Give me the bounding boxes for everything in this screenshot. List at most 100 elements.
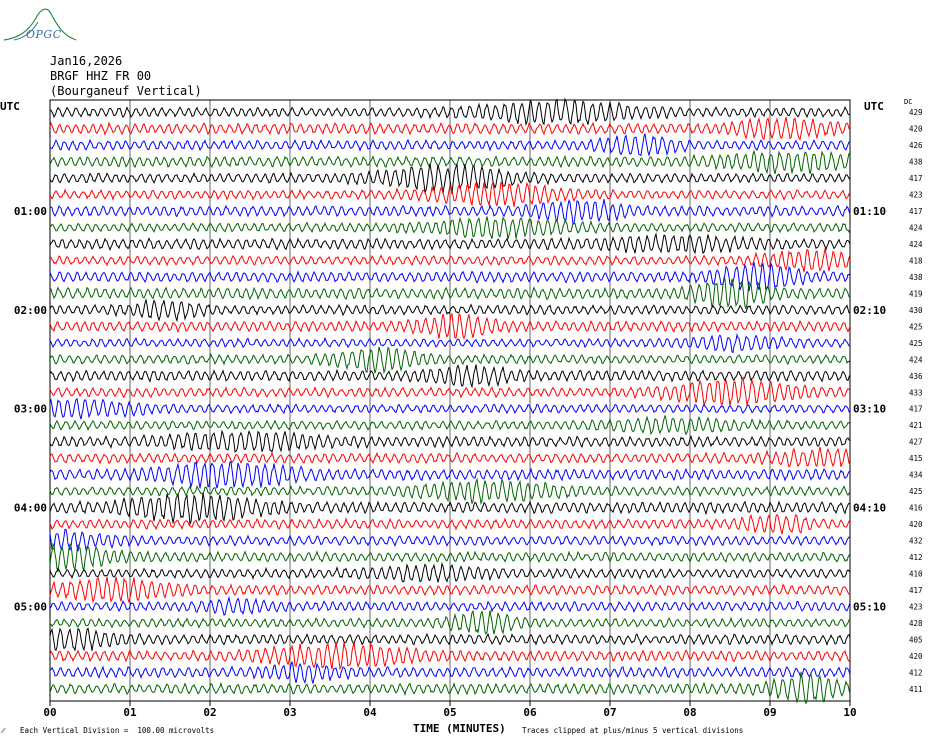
dc-offset-label: 421 xyxy=(909,421,923,430)
dc-offset-label: 412 xyxy=(909,668,923,677)
logo-arc-inner xyxy=(13,21,39,41)
dc-offset-label: 438 xyxy=(909,158,923,167)
x-tick-label: 05 xyxy=(443,706,456,719)
left-hour-label: 03:00 xyxy=(14,403,47,416)
logo-text: OPGC xyxy=(26,28,62,41)
dc-offset-label: 433 xyxy=(909,388,923,397)
seismic-trace xyxy=(49,642,851,671)
dc-offset-label: 425 xyxy=(909,487,923,496)
header-location: (Bourganeuf Vertical) xyxy=(50,84,202,98)
seismic-trace xyxy=(49,609,851,635)
dc-offset-label: 415 xyxy=(909,454,923,463)
seismic-trace xyxy=(49,513,851,535)
x-tick-label: 09 xyxy=(763,706,776,719)
left-hour-label: 02:00 xyxy=(14,304,47,317)
seismic-trace xyxy=(49,180,851,208)
seismic-trace xyxy=(49,397,851,420)
seismic-trace xyxy=(49,298,851,323)
x-tick-label: 07 xyxy=(603,706,616,719)
dc-offset-label: 429 xyxy=(909,108,923,117)
opgc-logo xyxy=(3,8,77,41)
dc-offset-label: 426 xyxy=(909,141,923,150)
seismic-trace xyxy=(49,493,851,526)
seismic-trace xyxy=(49,97,851,127)
dc-offset-label: 417 xyxy=(909,174,923,183)
dc-offset-label: 425 xyxy=(909,322,923,331)
left-hour-label: 05:00 xyxy=(14,600,47,613)
seismic-trace xyxy=(49,275,851,311)
seismic-trace xyxy=(49,429,851,454)
seismic-trace xyxy=(49,595,851,616)
dc-offset-label: 417 xyxy=(909,405,923,414)
dc-label: DC xyxy=(904,98,913,106)
dc-offset-label: 434 xyxy=(909,471,923,480)
dc-offset-label: 424 xyxy=(909,224,923,233)
right-hour-label: 02:10 xyxy=(853,304,886,317)
x-tick-label: 03 xyxy=(283,706,296,719)
seismic-trace xyxy=(49,561,851,583)
seismic-trace xyxy=(49,199,851,226)
seismic-trace xyxy=(49,116,851,141)
dc-offset-label: 438 xyxy=(909,273,923,282)
seismic-trace xyxy=(49,528,851,552)
dc-offset-label: 419 xyxy=(909,289,923,298)
seismic-trace xyxy=(49,333,851,354)
dc-offset-label: 423 xyxy=(909,191,923,200)
footer-clip-note: Traces clipped at plus/minus 5 vertical … xyxy=(522,726,744,735)
logo-arc xyxy=(3,8,77,41)
dc-offset-label: 424 xyxy=(909,355,923,364)
right-hour-label: 01:10 xyxy=(853,205,886,218)
seismic-trace xyxy=(49,216,851,240)
x-axis-title: TIME (MINUTES) xyxy=(413,722,506,735)
dc-offset-label: 436 xyxy=(909,372,923,381)
seismic-trace xyxy=(49,414,851,436)
x-tick-label: 02 xyxy=(203,706,216,719)
dc-offset-label: 427 xyxy=(909,438,923,447)
seismic-trace xyxy=(49,312,851,340)
x-tick-label: 01 xyxy=(123,706,137,719)
seismic-trace xyxy=(49,671,851,705)
x-tick-label: 10 xyxy=(843,706,856,719)
dc-offset-label: 405 xyxy=(909,635,923,644)
header-station: BRGF HHZ FR 00 xyxy=(50,69,152,83)
left-hour-label: 04:00 xyxy=(14,502,47,515)
dc-offset-label: 423 xyxy=(909,602,923,611)
seismic-trace xyxy=(49,627,851,652)
seismic-trace xyxy=(49,364,851,389)
x-tick-label: 08 xyxy=(683,706,696,719)
x-tick-label: 06 xyxy=(523,706,537,719)
left-hour-label: 01:00 xyxy=(14,205,47,218)
seismic-trace xyxy=(49,260,851,292)
dc-offset-label: 420 xyxy=(909,520,923,529)
header-date: Jan16,2026 xyxy=(50,54,123,68)
x-tick-label: 00 xyxy=(43,706,56,719)
dc-offset-label: 418 xyxy=(909,256,923,265)
left-utc-label: UTC xyxy=(0,100,20,113)
dc-offset-label: 430 xyxy=(909,306,923,315)
right-hour-label: 04:10 xyxy=(853,502,886,515)
right-hour-label: 03:10 xyxy=(853,403,886,416)
seismic-trace xyxy=(50,248,851,273)
footer-scale-icon: ⁄⁄ xyxy=(2,726,5,735)
seismic-trace xyxy=(49,477,851,506)
seismic-trace xyxy=(49,133,851,157)
right-hour-label: 05:10 xyxy=(853,600,886,613)
dc-offset-label: 424 xyxy=(909,240,923,249)
dc-offset-label: 428 xyxy=(909,619,923,628)
dc-offset-label: 420 xyxy=(909,125,923,134)
dc-offset-label: 432 xyxy=(909,537,923,546)
seismic-trace xyxy=(49,446,851,468)
footer-scale-note: Each Vertical Division = 100.00 microvol… xyxy=(20,726,215,735)
x-tick-label: 04 xyxy=(363,706,377,719)
right-utc-label: UTC xyxy=(864,100,884,113)
seismic-trace xyxy=(49,346,851,375)
seismic-trace xyxy=(49,542,851,573)
dc-offset-label: 420 xyxy=(909,652,923,661)
seismic-trace xyxy=(49,660,851,685)
dc-offset-label: 412 xyxy=(909,553,923,562)
seismic-trace xyxy=(49,162,851,194)
seismic-trace xyxy=(49,376,851,407)
dc-offset-label: 410 xyxy=(909,569,923,578)
dc-offset-label: 416 xyxy=(909,504,923,513)
